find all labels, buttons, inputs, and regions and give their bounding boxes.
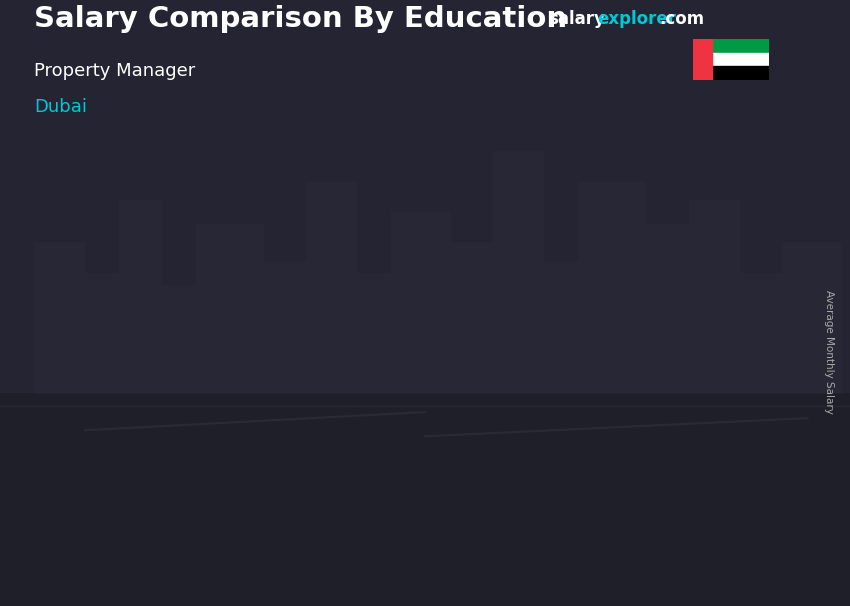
Bar — [257, 225, 343, 378]
Bar — [693, 39, 711, 80]
Bar — [693, 66, 769, 80]
Text: .com: .com — [660, 10, 705, 28]
Bar — [782, 242, 842, 394]
Bar — [196, 224, 264, 394]
Text: Average Monthly Salary: Average Monthly Salary — [824, 290, 834, 413]
Bar — [90, 262, 177, 396]
Bar — [162, 285, 196, 394]
Bar — [172, 393, 182, 527]
Bar — [646, 224, 688, 394]
Bar — [423, 320, 509, 527]
Bar — [423, 118, 509, 325]
Text: 29,300 AED: 29,300 AED — [649, 246, 727, 259]
Bar — [578, 182, 646, 394]
Bar — [338, 375, 348, 527]
Bar — [688, 200, 740, 394]
Bar — [544, 261, 578, 394]
Bar — [172, 262, 182, 396]
Text: Property Manager: Property Manager — [34, 62, 196, 80]
Bar — [357, 273, 391, 394]
Bar — [493, 152, 544, 394]
Bar — [34, 242, 85, 394]
Text: 15,000 AED: 15,000 AED — [67, 372, 145, 385]
Bar — [85, 273, 119, 394]
Bar — [504, 118, 514, 325]
Bar — [306, 182, 357, 394]
Bar — [693, 53, 769, 66]
Bar — [90, 393, 177, 527]
Text: Salary Comparison By Education: Salary Comparison By Education — [34, 5, 567, 33]
Bar — [671, 10, 681, 272]
Text: explorer: explorer — [598, 10, 677, 28]
Bar — [589, 10, 676, 272]
Bar — [693, 39, 769, 53]
Bar — [504, 320, 514, 527]
Text: +26%: +26% — [519, 175, 596, 199]
Text: +14%: +14% — [187, 316, 264, 341]
Text: 23,200 AED: 23,200 AED — [433, 301, 511, 313]
Bar — [450, 242, 493, 394]
Bar — [391, 212, 450, 394]
Text: 17,100 AED: 17,100 AED — [240, 355, 318, 368]
Text: Dubai: Dubai — [34, 98, 87, 116]
Text: salary: salary — [548, 10, 605, 28]
Bar — [338, 225, 348, 378]
Bar — [257, 375, 343, 527]
Bar — [119, 200, 162, 394]
Bar — [264, 261, 306, 394]
Bar — [671, 265, 681, 527]
Bar — [589, 265, 676, 527]
Bar — [740, 273, 782, 394]
Text: +36%: +36% — [354, 229, 429, 253]
